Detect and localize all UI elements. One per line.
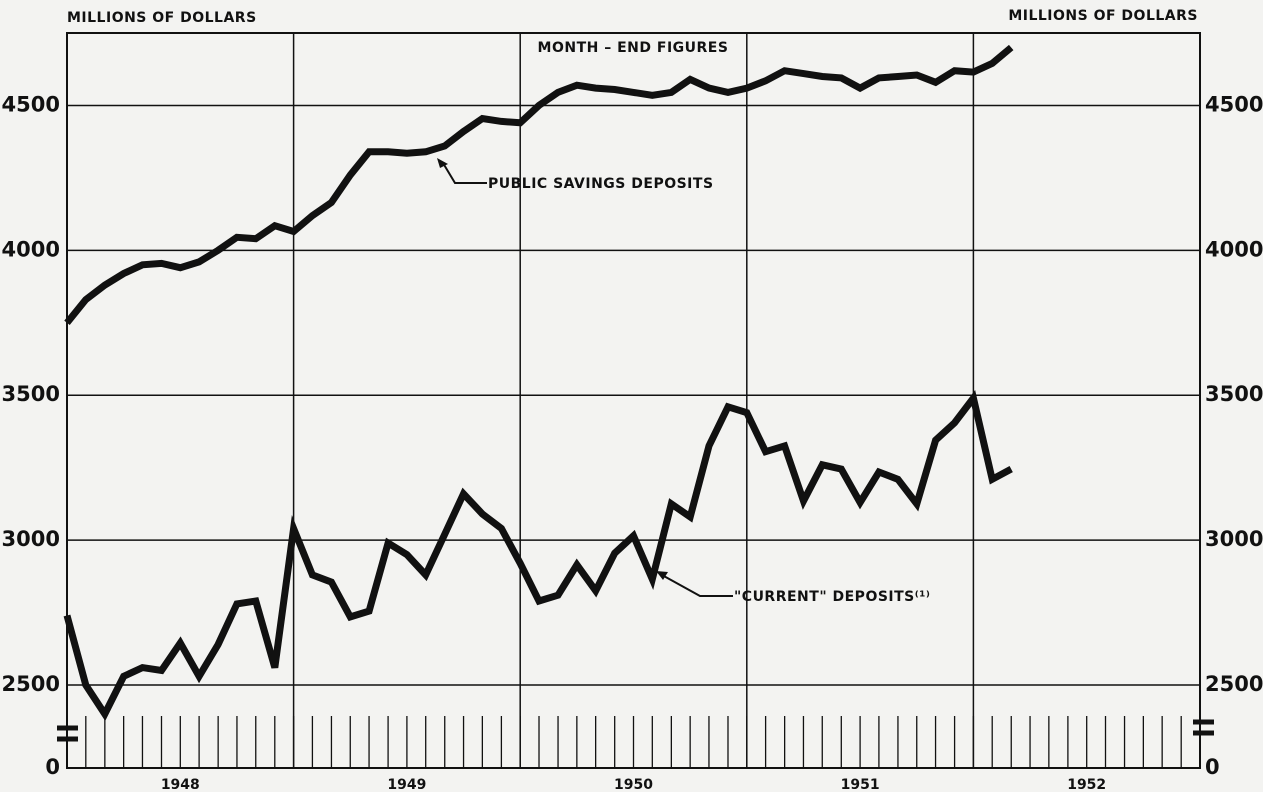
annotation-arrow (442, 162, 487, 184)
y-tick-label: 4000 (2, 237, 60, 261)
y-tick-label: 4500 (2, 92, 60, 116)
y2-tick-label: 4500 (1205, 92, 1263, 116)
plot-frame (66, 32, 1201, 769)
y-tick-label: 3000 (2, 527, 60, 551)
data-line (63, 390, 1013, 722)
x-tick-label: 1952 (1067, 777, 1106, 792)
y-tick-label: 3500 (2, 382, 60, 406)
series-label: "CURRENT" DEPOSITS⁽¹⁾ (734, 589, 930, 605)
x-tick-label: 1950 (614, 777, 653, 792)
y2-tick-label: 0 (1205, 755, 1220, 779)
y2-tick-label: 4000 (1205, 237, 1263, 261)
y2-tick-label: 2500 (1205, 672, 1263, 696)
y-tick-label: 2500 (2, 672, 60, 696)
chart-title: MONTH – END FIGURES (538, 40, 729, 56)
y2-axis-label: MILLIONS OF DOLLARS (1008, 8, 1198, 24)
x-tick-label: 1949 (387, 777, 426, 792)
data-line (64, 44, 1014, 326)
arrowhead (437, 158, 448, 168)
marks: 0 2500 3000 3500 4000 4500 0 2500 3000 3500 4000 45… (2, 33, 1263, 792)
y-tick-label: 0 (45, 755, 60, 779)
series-label: PUBLIC SAVINGS DEPOSITS (488, 176, 714, 192)
y2-tick-label: 3000 (1205, 527, 1263, 551)
axis-break-right (1193, 719, 1214, 736)
y2-tick-label: 3500 (1205, 382, 1263, 406)
x-tick-label: 1951 (841, 777, 880, 792)
x-tick-label: 1948 (161, 777, 200, 792)
annotation-arrow (661, 574, 733, 597)
y-axis-label: MILLIONS OF DOLLARS (67, 10, 257, 26)
arrowhead (656, 571, 668, 580)
